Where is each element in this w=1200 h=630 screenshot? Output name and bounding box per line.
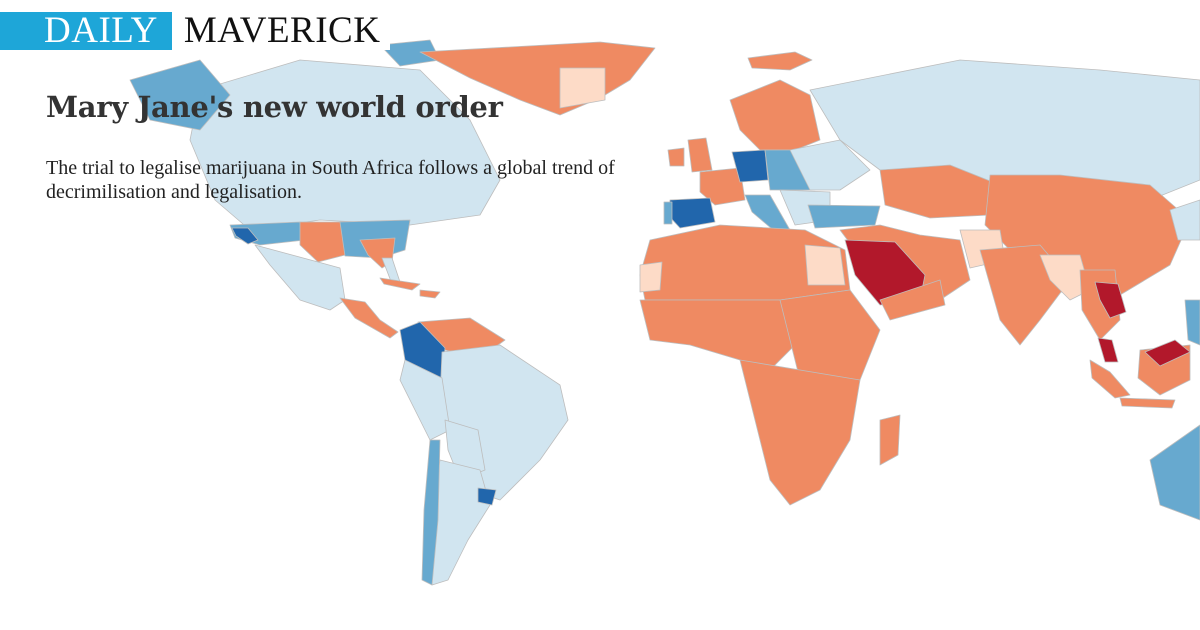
california[interactable]	[231, 227, 259, 245]
laos[interactable]	[1094, 281, 1127, 319]
chile[interactable]	[421, 439, 441, 586]
yemen-oman[interactable]	[879, 279, 946, 321]
southern-africa[interactable]	[739, 359, 861, 506]
alaska-region[interactable]	[129, 59, 231, 131]
eastern-europe[interactable]	[789, 139, 871, 191]
usa-central[interactable]	[299, 221, 346, 263]
canada-region[interactable]	[189, 59, 501, 231]
australia[interactable]	[1149, 424, 1200, 521]
logo-maverick-part: MAVERICK	[171, 12, 391, 50]
turkey[interactable]	[807, 204, 881, 229]
greenland-north[interactable]	[559, 67, 606, 109]
daily-maverick-logo[interactable]: DAILY MAVERICK	[0, 12, 391, 50]
japan-korea[interactable]	[1169, 199, 1200, 241]
java[interactable]	[1119, 397, 1176, 409]
egypt[interactable]	[804, 244, 846, 286]
france[interactable]	[699, 167, 746, 206]
portugal[interactable]	[663, 201, 673, 225]
uruguay[interactable]	[477, 487, 497, 506]
malaysia-borneo[interactable]	[1144, 339, 1191, 367]
ireland[interactable]	[667, 147, 685, 167]
spain[interactable]	[667, 197, 716, 229]
article-description: The trial to legalise marijuana in South…	[46, 157, 615, 203]
iceland[interactable]	[747, 51, 813, 71]
uk[interactable]	[687, 137, 713, 173]
germany[interactable]	[731, 149, 769, 183]
central-america[interactable]	[339, 297, 399, 339]
philippines[interactable]	[1184, 299, 1200, 346]
sumatra[interactable]	[1089, 359, 1131, 399]
mexico[interactable]	[254, 244, 346, 311]
malaysia-peninsula[interactable]	[1097, 337, 1119, 363]
caribbean[interactable]	[419, 289, 441, 299]
article-title: Mary Jane's new world order	[46, 90, 503, 124]
western-sahara[interactable]	[639, 261, 663, 293]
peru-ecuador[interactable]	[399, 359, 451, 441]
scandinavia[interactable]	[729, 79, 821, 151]
logo-daily-part: DAILY	[0, 12, 172, 50]
bangladesh-myanmar[interactable]	[1039, 254, 1091, 301]
cuba[interactable]	[379, 277, 421, 291]
madagascar[interactable]	[879, 414, 901, 466]
